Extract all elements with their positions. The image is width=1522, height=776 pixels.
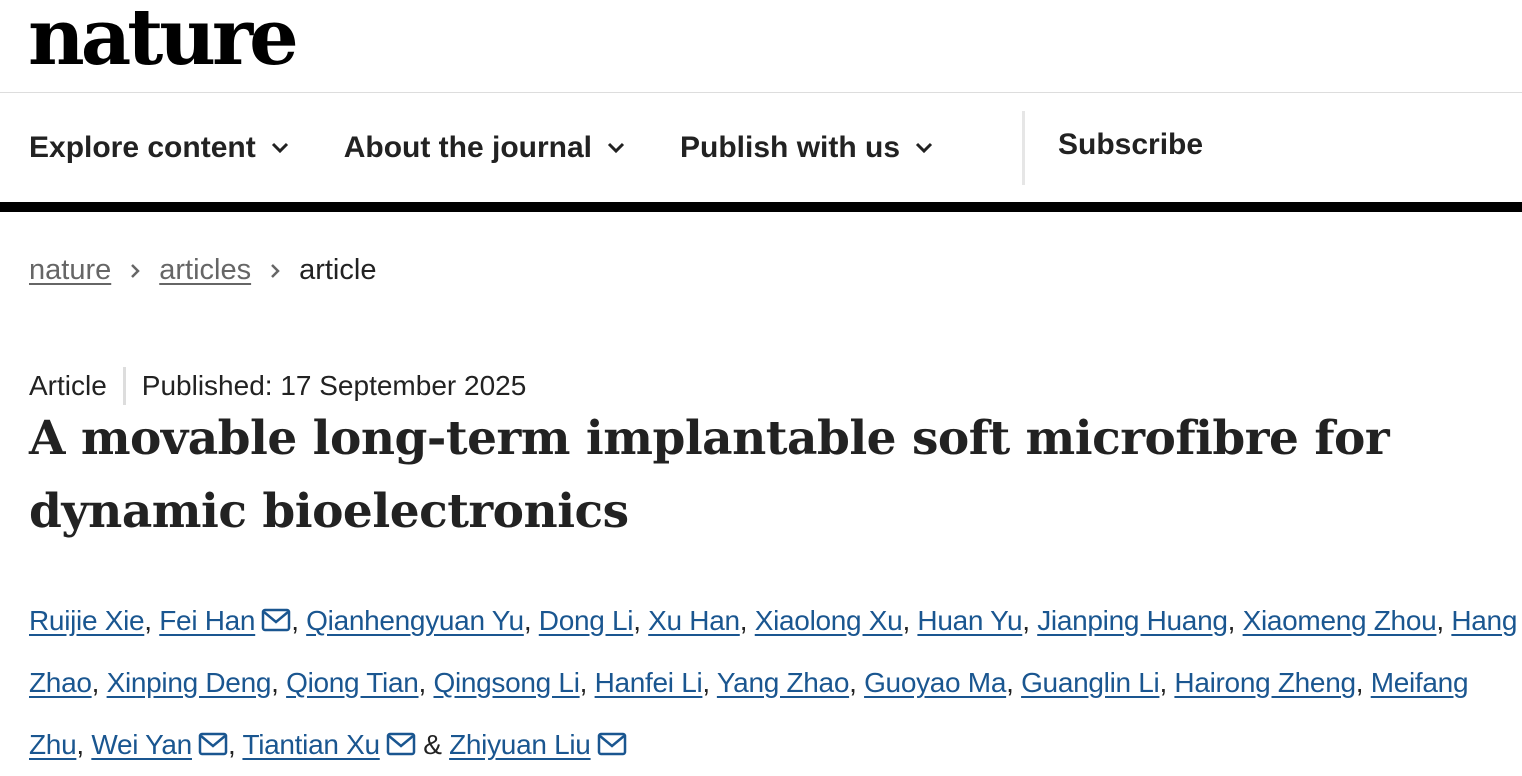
separator: , [271,667,279,698]
author-link[interactable]: Zhiyuan Liu [449,729,591,760]
author-link[interactable]: Jianping Huang [1037,605,1228,636]
separator: , [1355,667,1364,698]
email-icon [261,608,291,632]
separator: , [739,605,748,636]
author-link[interactable]: Xiaolong Xu [754,605,903,636]
author-link[interactable]: Fei Han [159,605,256,636]
author-link[interactable]: Qianhengyuan Yu [306,605,524,636]
separator: , [291,605,299,636]
separator: & [423,729,442,760]
email-icon [597,732,626,756]
breadcrumb-link[interactable]: nature [29,254,112,286]
separator: , [144,605,152,636]
separator: , [227,729,236,760]
separator: , [523,605,532,636]
breadcrumb-current: article [299,254,377,286]
separator: , [579,667,588,698]
author-link[interactable]: Hairong Zheng [1174,667,1356,698]
nav-bar [0,202,1522,212]
separator: , [76,729,84,760]
author-link[interactable]: Hanfei Li [594,667,703,698]
separator: , [1159,667,1167,698]
nav-label: Explore content [29,131,256,164]
separator: , [1436,605,1444,636]
nav: Explore content About the journal Publish … [29,126,988,170]
authors: Ruijie Xie, Fei Han, Qianhengyuan Yu, Do… [29,590,1519,776]
meta-divider [122,367,126,405]
separator: , [91,667,100,698]
article-meta: Article Published: 17 September 2025 [29,367,526,405]
breadcrumb-link[interactable]: articles [159,254,252,286]
nav-item[interactable]: Explore content [29,131,290,165]
separator: , [702,667,710,698]
published-date: Published: 17 September 2025 [141,370,527,401]
chevron-down [915,142,933,154]
breadcrumbs: nature articles article [29,254,376,287]
author-link[interactable]: Tiantian Xu [242,729,380,760]
chevron-right [271,263,280,278]
email-icon [386,732,415,756]
email-icon [198,732,228,756]
author-link[interactable]: Hang Zhao [29,605,1518,698]
author-link[interactable]: Qiong Tian [286,667,419,698]
separator: , [1006,667,1014,698]
nav-label: Publish with us [680,131,901,164]
author-link[interactable]: Huan Yu [917,605,1023,636]
author-link[interactable]: Qingsong Li [433,667,580,698]
author-link[interactable]: Xu Han [648,605,740,636]
separator: , [633,605,641,636]
separator: , [849,667,857,698]
author-link[interactable]: Xinping Deng [106,667,272,698]
nav-item[interactable]: About the journal [344,131,626,165]
separator: , [1022,605,1030,636]
subscribe[interactable]: Subscribe [1058,128,1204,161]
separator: , [902,605,910,636]
author-link[interactable]: Wei Yan [91,729,192,760]
nav-item[interactable]: Publish with us [680,131,934,165]
author-link[interactable]: Guoyao Ma [864,667,1007,698]
chevron-down [607,142,625,154]
author-link[interactable]: Ruijie Xie [29,605,145,636]
nav-label: About the journal [343,131,593,164]
author-link[interactable]: Guanglin Li [1021,667,1160,698]
author-link[interactable]: Dong Li [538,605,634,636]
chevron-right [131,263,141,278]
separator: , [1227,605,1236,636]
author-link[interactable]: Xiaomeng Zhou [1242,605,1437,636]
header-rule [0,92,1522,93]
chevron-down [271,142,288,154]
author-link[interactable]: Meifang Zhu [29,667,1469,760]
separator: , [418,667,427,698]
nav-divider [1022,111,1025,185]
article-type: Article [29,370,107,401]
author-link[interactable]: Yang Zhao [716,667,850,698]
article-title: A movable long-term implantable soft mic… [29,411,1390,539]
logo[interactable]: nature [28,0,299,83]
